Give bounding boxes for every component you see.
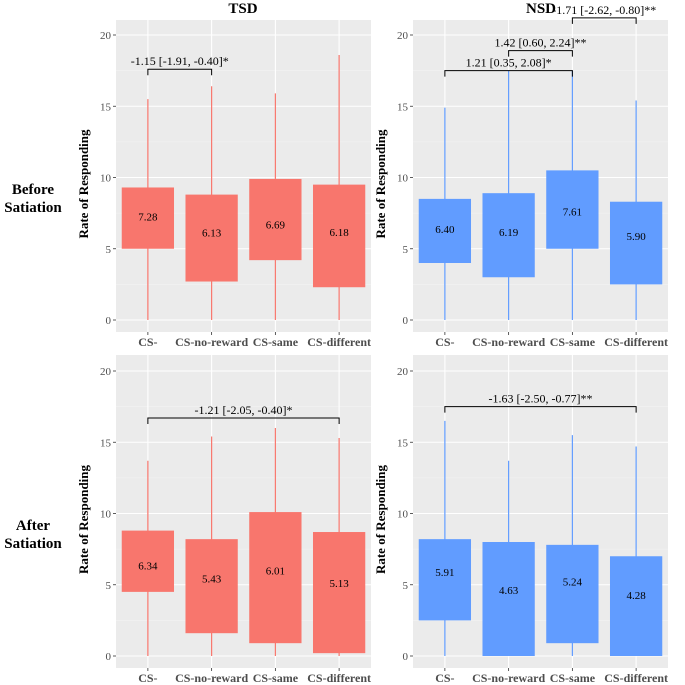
y-tick-label: 5: [106, 580, 112, 592]
median-label: 7.61: [563, 207, 582, 219]
significance-label: 1.21 [0.35, 2.08]*: [466, 56, 552, 70]
significance-bracket: [444, 406, 637, 413]
box: [185, 194, 238, 282]
x-tick-label: CS-no-reward: [175, 671, 248, 685]
y-tick-label: 10: [100, 509, 112, 521]
significance-bracket: [571, 17, 637, 24]
y-tick-label: 15: [100, 101, 112, 113]
box: [609, 201, 663, 285]
y-tick-label: 15: [100, 437, 112, 449]
y-tick-label: 10: [397, 173, 409, 185]
panel-nsd-after: 0 5 10 15 20 Rate of Responding CS- CS-no-rewar…: [373, 355, 668, 685]
median-label: 6.01: [266, 565, 285, 577]
significance-bracket: [147, 68, 213, 76]
box: [312, 184, 366, 288]
y-tick-label: 0: [403, 315, 409, 327]
median-label: 5.43: [202, 574, 222, 586]
column-title-tsd: TSD: [228, 1, 257, 17]
box: [609, 556, 663, 656]
box: [249, 512, 302, 644]
y-tick-label: 10: [397, 509, 409, 521]
box: [249, 178, 302, 261]
panel-tsd-after: 0 5 10 15 20 Rate of Responding CS- CS-no-rewar…: [76, 355, 371, 685]
significance-label: -1.21 [-2.05, -0.40]*: [195, 403, 293, 417]
box: [546, 544, 599, 644]
significance-label: -1.71 [-2.62, -0.80]**: [552, 3, 656, 17]
y-tick-label: 0: [106, 315, 112, 327]
box: [546, 170, 599, 249]
x-tick-label: CS-same: [550, 335, 596, 349]
row-label-before: Before Satiation: [4, 182, 62, 216]
x-tick-label: CS-different: [604, 335, 668, 349]
y-tick-label: 20: [100, 30, 112, 42]
x-tick-label: CS-different: [307, 671, 371, 685]
box: [418, 198, 472, 263]
box: [418, 539, 472, 621]
x-tick-label: CS-same: [253, 335, 299, 349]
y-tick-label: 20: [100, 366, 112, 378]
median-label: 6.18: [330, 227, 350, 239]
y-tick-label: 15: [397, 101, 409, 113]
significance-bracket: [508, 50, 573, 57]
x-tick-label: CS-: [435, 671, 454, 685]
y-tick-label: 5: [106, 244, 112, 256]
x-tick-label: CS-: [435, 335, 454, 349]
y-axis-label: Rate of Responding: [373, 129, 388, 239]
panel-tsd-before: 0 5 10 15 20 Rate of Responding CS- CS-no-rewar…: [76, 20, 371, 349]
median-label: 4.28: [627, 590, 647, 602]
y-axis-label: Rate of Responding: [373, 464, 388, 574]
significance-label: -1.15 [-1.91, -0.40]*: [131, 54, 229, 68]
panel-nsd-before: 0 5 10 15 20 Rate of Responding CS- CS-no-rewar…: [373, 3, 668, 349]
x-tick-label: CS-: [138, 671, 157, 685]
y-tick-label: 5: [403, 244, 409, 256]
y-axis-label: Rate of Responding: [76, 129, 91, 239]
y-tick-label: 5: [403, 580, 409, 592]
x-tick-label: CS-: [138, 335, 157, 349]
box: [121, 530, 175, 592]
significance-bracket: [147, 417, 340, 425]
y-tick-label: 15: [397, 437, 409, 449]
significance-label: 1.42 [0.60, 2.24]**: [495, 36, 587, 50]
y-tick-label: 10: [100, 173, 112, 185]
box: [185, 539, 238, 634]
box: [121, 187, 175, 249]
significance-label: -1.63 [-2.50, -0.77]**: [489, 392, 593, 406]
x-tick-label: CS-different: [604, 671, 668, 685]
y-tick-label: 0: [403, 651, 409, 663]
x-tick-label: CS-same: [253, 671, 299, 685]
y-tick-label: 0: [106, 651, 112, 663]
median-label: 6.13: [202, 228, 222, 240]
box: [312, 532, 366, 654]
x-tick-label: CS-no-reward: [175, 335, 248, 349]
column-title-nsd: NSD: [526, 1, 556, 17]
row-label-after: After Satiation: [4, 518, 62, 552]
x-tick-label: CS-no-reward: [472, 335, 545, 349]
median-label: 5.24: [563, 576, 583, 588]
x-tick-label: CS-different: [307, 335, 371, 349]
median-label: 6.69: [266, 220, 286, 232]
median-label: 5.90: [627, 231, 647, 243]
y-tick-label: 20: [397, 366, 409, 378]
y-tick-label: 20: [397, 30, 409, 42]
box: [482, 193, 535, 278]
median-label: 6.34: [138, 561, 158, 573]
median-label: 6.40: [435, 224, 455, 236]
x-tick-label: CS-no-reward: [472, 671, 545, 685]
y-axis-label: Rate of Responding: [76, 464, 91, 574]
median-label: 5.91: [435, 567, 454, 579]
median-label: 5.13: [330, 578, 350, 590]
x-tick-label: CS-same: [550, 671, 596, 685]
significance-bracket: [444, 70, 573, 77]
box: [482, 542, 535, 656]
median-label: 4.63: [499, 585, 519, 597]
median-label: 6.19: [499, 227, 519, 239]
panels: 0 5 10 15 20 Rate of Responding CS- CS-no-rewar…: [76, 3, 668, 685]
median-label: 7.28: [138, 211, 158, 223]
